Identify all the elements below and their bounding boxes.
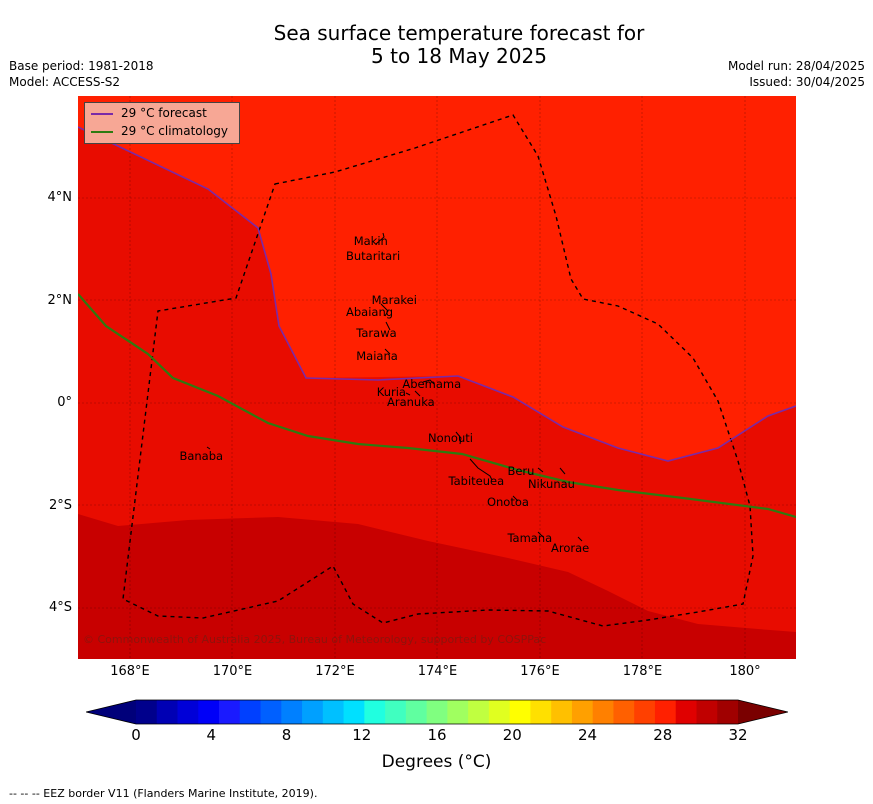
issued-date: Issued: 30/04/2025 (749, 75, 865, 89)
colorbar-segment (364, 700, 386, 724)
island-label-nikunau: Nikunau (527, 477, 575, 491)
island-label-abemama: Abemama (402, 377, 462, 392)
y-tick-label: 4°S (48, 600, 72, 615)
colorbar-segment (136, 700, 158, 724)
colorbar-segment (717, 700, 739, 724)
climatology-swatch (91, 130, 113, 133)
base-period: Base period: 1981-2018 (9, 59, 154, 73)
colorbar-segment (613, 700, 635, 724)
island-label-maiana: Maiana (356, 348, 398, 363)
colorbar-under-arrow (86, 700, 136, 724)
colorbar-segment (468, 700, 490, 724)
colorbar-tick-label: 32 (728, 726, 748, 744)
colorbar-tick-label: 16 (427, 726, 447, 744)
colorbar-segment (219, 700, 241, 724)
island-label-makin: Makin (353, 233, 388, 248)
forecast-29c-line (78, 126, 796, 462)
colorbar-over-arrow (738, 700, 788, 724)
island-label-marakei: Marakei (371, 292, 417, 307)
colorbar-segment (198, 700, 220, 724)
y-tick-label: 4°N (47, 190, 73, 205)
colorbar-segment (239, 700, 262, 724)
island-label-kuria: Kuria (376, 384, 406, 399)
colorbar-tick-label: 12 (352, 726, 372, 744)
island-label-butaritari: Butaritari (346, 248, 401, 263)
map-panel (78, 96, 796, 659)
colorbar-segment (509, 700, 531, 724)
colorbar-segment (675, 700, 697, 724)
colorbar-segment (385, 700, 407, 724)
colorbar-segment (571, 700, 594, 724)
forecast-swatch (91, 112, 113, 115)
climatology-label: 29 °C climatology (121, 124, 229, 138)
island-label-beru: Beru (507, 464, 535, 479)
colorbar-segment (405, 700, 428, 724)
legend-forecast: 29 °C forecast (91, 106, 207, 122)
model-run: Model run: 28/04/2025 (727, 59, 865, 73)
colorbar-label: Degrees (°C) (381, 752, 492, 772)
copyright-notice: © Commonwealth of Australia 2025, Bureau… (83, 633, 547, 646)
colorbar-segment (322, 700, 345, 724)
colorbar-segment (302, 700, 324, 724)
sst-map (78, 96, 796, 659)
colorbar-outline (86, 699, 788, 725)
title-line-2: 5 to 18 May 2025 (371, 44, 547, 68)
colorbar-tick-label: 24 (577, 726, 598, 744)
island-label-arorae: Arorae (551, 541, 590, 556)
footnote: -- -- -- EEZ border V11 (Flanders Marine… (9, 787, 318, 800)
colorbar-tick-label: 4 (206, 726, 217, 744)
eez-border (122, 114, 754, 627)
x-tick-label: 172°E (315, 664, 355, 679)
island-label-abaiang: Abaiang (346, 305, 394, 320)
y-tick-label: 0° (57, 395, 72, 410)
island-label-nonouti: Nonouti (428, 430, 473, 445)
title-line-1: Sea surface temperature forecast for (273, 21, 645, 45)
colorbar-tick-label: 28 (653, 726, 673, 744)
forecast-label: 29 °C forecast (121, 106, 207, 120)
colorbar-tick-label: 20 (502, 726, 522, 744)
island-label-tamana: Tamana (507, 530, 553, 545)
map-legend: 29 °C forecast 29 °C climatology (84, 102, 240, 144)
x-tick-label: 180° (729, 664, 761, 679)
meta-left: Base period: 1981-2018 Model: ACCESS-S2 (9, 58, 154, 90)
colorbar-segment (634, 700, 656, 724)
colorbar-segment (592, 700, 614, 724)
colorbar-segment (177, 700, 199, 724)
colorbar-segment (551, 700, 573, 724)
map-title: Sea surface temperature forecast for 5 t… (0, 22, 873, 68)
colorbar-segment (530, 700, 552, 724)
y-tick-label: 2°S (48, 497, 72, 513)
island-label-banaba: Banaba (179, 448, 224, 463)
colorbar-segment (447, 700, 469, 724)
y-tick-label: 2°N (47, 292, 73, 308)
colorbar-tick-label: 0 (131, 726, 141, 744)
model-name: Model: ACCESS-S2 (9, 75, 121, 89)
colorbar-segment (488, 700, 511, 724)
x-tick-label: 170°E (212, 664, 253, 679)
island-label-tabiteuea: Tabiteuea (448, 474, 505, 489)
sst-band-30-31 (78, 514, 796, 659)
legend-climatology: 29 °C climatology (91, 124, 228, 140)
x-tick-label: 168°E (110, 664, 150, 679)
island-label-aranuka: Aranuka (387, 395, 435, 409)
colorbar (86, 699, 788, 725)
colorbar-tick-label: 8 (281, 726, 292, 744)
climatology-29c-line (78, 293, 796, 519)
colorbar-segment (343, 700, 365, 724)
meta-right: Model run: 28/04/2025 Issued: 30/04/2025 (728, 58, 865, 90)
colorbar-segment (654, 700, 677, 724)
island-label-onotoa: Onotoa (486, 494, 529, 509)
colorbar-segment (156, 700, 179, 724)
colorbar-segment (281, 700, 303, 724)
island-outlines (206, 232, 583, 542)
colorbar-segment (696, 700, 718, 724)
x-tick-label: 178°E (622, 664, 663, 679)
x-tick-label: 174°E (417, 664, 458, 679)
colorbar-segment (260, 700, 282, 724)
x-tick-label: 176°E (520, 664, 560, 679)
colorbar-segment (426, 700, 448, 724)
island-label-tarawa: Tarawa (356, 325, 397, 340)
